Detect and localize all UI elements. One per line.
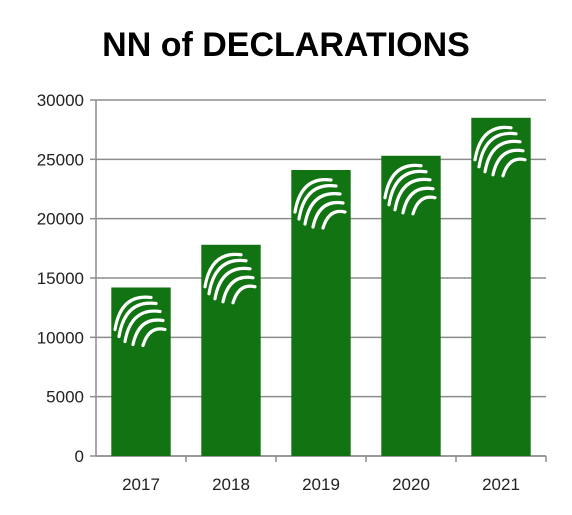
stripe <box>117 301 158 339</box>
y-axis-ticks: 0 5000 10000 15000 20000 25000 30000 <box>37 91 84 466</box>
stripe <box>311 200 345 229</box>
y-tick-label: 25000 <box>37 150 84 169</box>
stripe <box>387 169 428 207</box>
stripes-logo-icon <box>293 178 347 230</box>
stripe <box>293 178 333 214</box>
stripes-logo-icon <box>473 125 527 178</box>
stripe <box>131 318 165 347</box>
stripe <box>123 309 162 344</box>
stripe <box>207 258 248 296</box>
bar <box>381 155 441 457</box>
x-axis-ticks: 2017 2018 2019 2020 2021 <box>122 475 520 494</box>
y-tick-label: 10000 <box>37 328 84 347</box>
stripe <box>401 186 435 215</box>
y-tick-label: 15000 <box>37 269 84 288</box>
stripes-logo-icon <box>203 252 257 305</box>
stripe <box>483 139 522 174</box>
x-tick-label: 2018 <box>212 475 250 494</box>
y-tick-label: 5000 <box>46 388 84 407</box>
bar <box>471 117 531 457</box>
stripe <box>411 195 437 216</box>
stripe <box>231 284 257 305</box>
chart-title: NN of DECLARATIONS <box>102 26 470 64</box>
x-tick-label: 2019 <box>302 475 340 494</box>
bar <box>291 170 351 456</box>
stripe <box>303 192 342 226</box>
stripe <box>501 157 527 178</box>
stripe <box>203 252 243 289</box>
stripe <box>213 266 252 301</box>
bars <box>111 117 531 457</box>
stripe <box>383 163 423 200</box>
y-tick-label: 0 <box>75 447 84 466</box>
stripe <box>221 275 255 304</box>
stripe <box>141 327 167 348</box>
x-tick-label: 2020 <box>392 475 430 494</box>
stripe <box>297 184 338 221</box>
x-tick-label: 2021 <box>482 475 520 494</box>
y-tick-label: 30000 <box>37 91 84 110</box>
stripes-logo-icon <box>383 163 437 216</box>
stripe <box>473 125 513 162</box>
stripe <box>321 209 347 230</box>
stripe <box>393 177 432 212</box>
x-tick-label: 2017 <box>122 475 160 494</box>
y-tick-label: 20000 <box>37 210 84 229</box>
stripes-logo-icon <box>113 295 167 348</box>
stripe <box>477 131 518 169</box>
stripe <box>113 295 153 332</box>
stripe <box>491 148 525 177</box>
